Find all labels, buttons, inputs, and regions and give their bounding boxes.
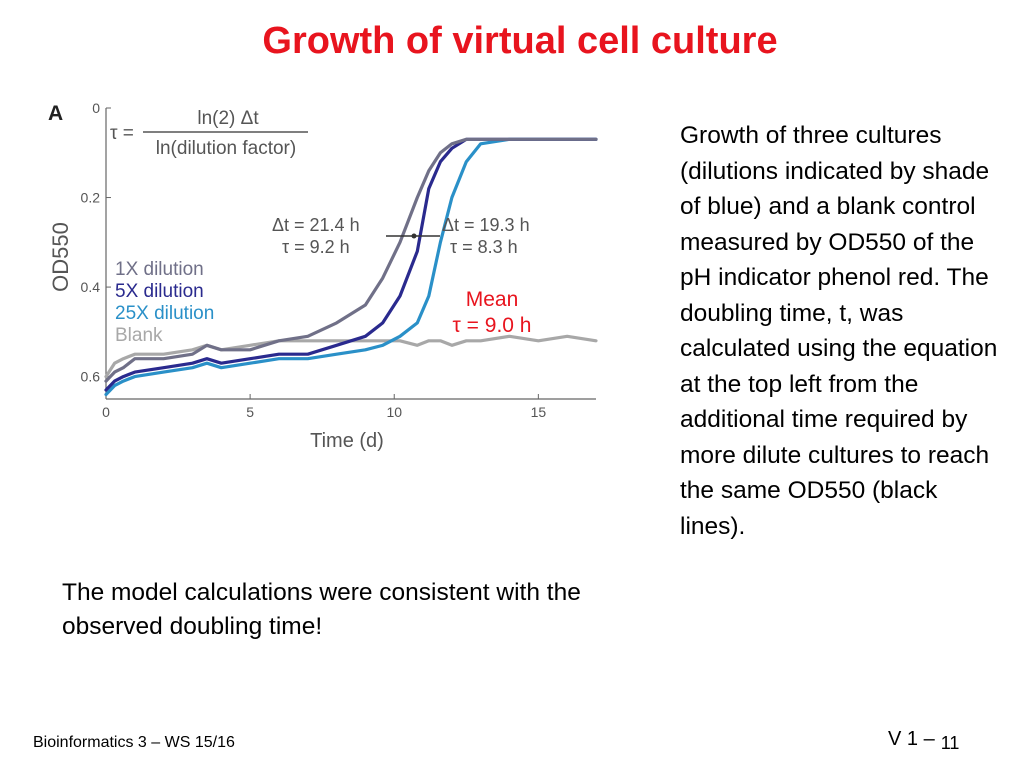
formula-numerator: ln(2) Δt [197, 108, 259, 129]
annotation-1-tau: τ = 9.2 h [282, 237, 350, 257]
y-axis-label: OD550 [48, 222, 73, 292]
y-tick-label: 0.2 [81, 190, 101, 206]
series-line-1x-dilution [104, 137, 598, 383]
x-tick-label: 10 [386, 404, 402, 420]
chart-series [104, 137, 598, 397]
x-tick-label: 0 [102, 404, 110, 420]
y-tick-label: 0.6 [81, 369, 101, 385]
formula-lhs: τ = [110, 123, 134, 144]
x-tick-label: 15 [531, 404, 547, 420]
legend-5x-dilution: 5X dilution [115, 281, 204, 302]
annotation-2-dt: Δt = 19.3 h [442, 215, 530, 235]
chart-axes: 0 0.2 0.4 0.6 0 5 10 15 [81, 100, 596, 420]
growth-chart-svg: 0 0.2 0.4 0.6 0 5 10 15 A OD550 Time (d) τ = ln… [48, 100, 598, 452]
mean-label: Mean [466, 288, 519, 311]
legend-25x-dilution: 25X dilution [115, 303, 214, 324]
footer-slide-number: V 1 –11 [888, 728, 960, 753]
legend-1x-dilution: 1X dilution [115, 259, 204, 280]
panel-label: A [48, 102, 63, 125]
x-axis-label: Time (d) [310, 430, 384, 452]
legend-blank: Blank [115, 325, 163, 346]
bottom-conclusion-text: The model calculations were consistent w… [62, 579, 581, 640]
y-tick-label: 0.4 [81, 279, 101, 295]
x-tick-label: 5 [246, 404, 254, 420]
annotation-2-tau: τ = 8.3 h [450, 237, 518, 257]
mean-tau: τ = 9.0 h [453, 314, 532, 337]
figure-description: Growth of three cultures (dilutions indi… [680, 122, 998, 540]
annotation-1-dt: Δt = 21.4 h [272, 215, 360, 235]
series-line-blank [104, 334, 598, 379]
growth-chart: 0 0.2 0.4 0.6 0 5 10 15 A OD550 Time (d) τ = ln… [40, 95, 610, 470]
formula-denominator: ln(dilution factor) [156, 138, 296, 159]
series-line-25x-dilution [104, 137, 598, 397]
footer-page: 11 [940, 733, 960, 753]
footer-course: Bioinformatics 3 – WS 15/16 [33, 734, 235, 751]
doubling-interval-markers [386, 233, 440, 239]
footer-lecture: V 1 – [888, 728, 935, 750]
slide-title: Growth of virtual cell culture [262, 20, 778, 62]
y-tick-label: 0 [92, 100, 100, 116]
